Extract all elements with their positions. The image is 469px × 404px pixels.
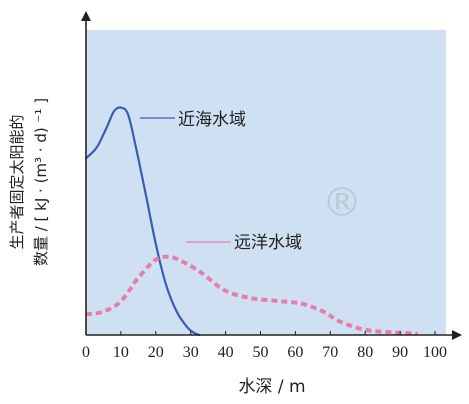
plot-background xyxy=(86,30,446,335)
y-axis-label-line1: 生产者固定太阳能的 xyxy=(8,114,26,249)
x-tick-label: 30 xyxy=(183,344,199,361)
y-axis-arrow xyxy=(81,11,91,21)
x-tick-label: 20 xyxy=(148,344,164,361)
x-tick-label: 80 xyxy=(357,344,373,361)
x-tick-label: 90 xyxy=(392,344,408,361)
y-axis-label-line2: 数量 / [ kJ · (m³ · d) ⁻¹ ] xyxy=(32,98,50,266)
x-tick-label: 70 xyxy=(322,344,338,361)
x-tick-label: 0 xyxy=(82,344,90,361)
x-tick-label: 10 xyxy=(113,344,129,361)
series-line-near-sea xyxy=(84,106,201,337)
x-tick-label: 50 xyxy=(253,344,269,361)
series-label-near-sea: 近海水域 xyxy=(178,110,246,130)
series-line-open-ocean xyxy=(85,254,418,336)
x-axis-label: 水深 / m xyxy=(238,377,305,397)
x-axis-arrow xyxy=(452,330,462,340)
x-tick-label: 40 xyxy=(218,344,234,361)
axes xyxy=(81,11,462,340)
watermark: ® xyxy=(322,180,362,226)
x-tick-label: 60 xyxy=(287,344,303,361)
series-label-open-ocean: 远洋水域 xyxy=(234,233,302,253)
x-tick-label: 100 xyxy=(423,344,447,361)
